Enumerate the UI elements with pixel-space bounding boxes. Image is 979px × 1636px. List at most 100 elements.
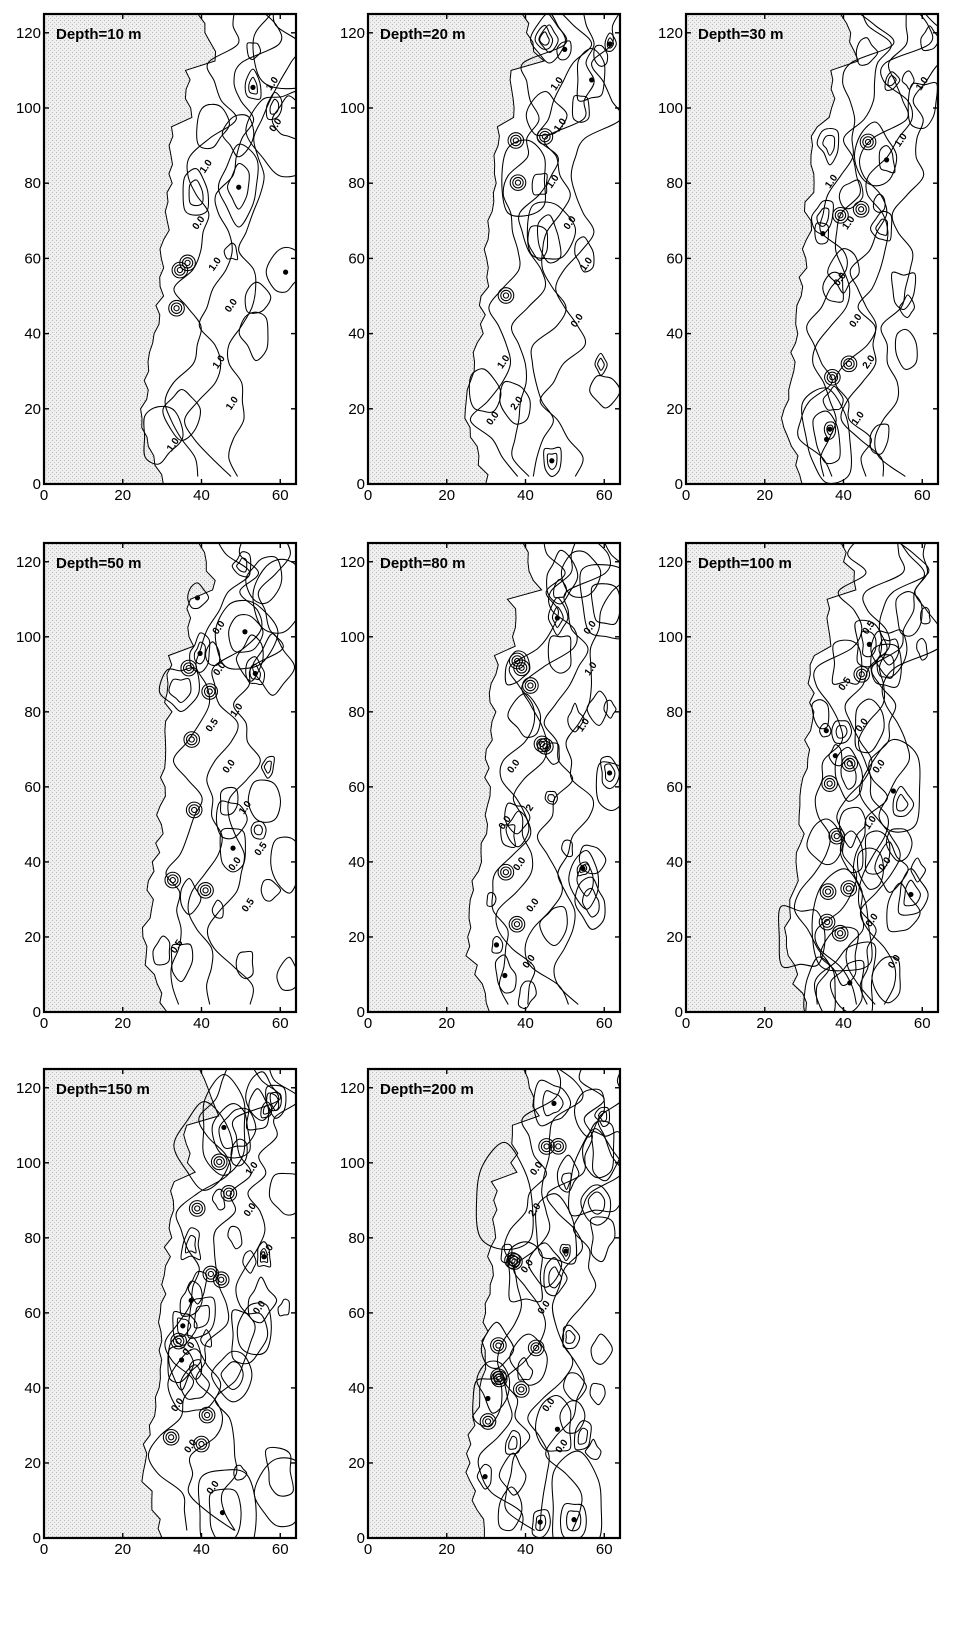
contour-ring [203, 1411, 211, 1419]
contour-ring [168, 299, 185, 317]
contour-ring [215, 800, 248, 840]
x-tick-label: 40 [517, 1541, 534, 1558]
contour-ring [543, 1257, 568, 1297]
contour-ring [536, 128, 554, 145]
contour-ring [533, 1079, 572, 1127]
contour-ring [164, 871, 182, 889]
contour-line [187, 543, 263, 1005]
contour-ring [541, 133, 549, 140]
contour-ring [573, 1420, 592, 1451]
y-tick-label: 80 [348, 1230, 365, 1247]
contour-ring [871, 956, 901, 1004]
contour-ring [235, 950, 254, 980]
y-tick-label: 120 [658, 554, 683, 571]
contour-ring [544, 742, 560, 765]
contour-ring [856, 668, 868, 681]
contour-ring [219, 827, 246, 873]
contour-ring [188, 1359, 203, 1380]
contour-ring [182, 168, 210, 216]
contour-ring [269, 1091, 282, 1112]
contour-peak [607, 770, 613, 776]
panel-title: Depth=20 m [380, 26, 465, 43]
y-tick-label: 60 [348, 1305, 365, 1322]
y-tick-label: 100 [340, 100, 365, 117]
x-tick-label: 0 [40, 487, 48, 504]
contour-line [812, 14, 892, 477]
contour-peak [908, 891, 914, 898]
axis-ticks: 0 20 40 60 0 20 40 60 80 100 120 [16, 543, 296, 1032]
contour-ring [853, 665, 871, 683]
y-tick-label: 20 [24, 1455, 41, 1472]
contour-peak [230, 845, 236, 851]
contour-ring [269, 98, 280, 115]
contour-ring [547, 794, 556, 803]
contour-ring [247, 1276, 278, 1324]
contour-ring [246, 42, 262, 61]
contour-ring [854, 698, 885, 754]
contour-ring [574, 236, 595, 273]
contour-ring [833, 833, 840, 840]
contour-ring [197, 1469, 257, 1538]
contour-ring [167, 1345, 195, 1384]
contour-peak [221, 1124, 227, 1131]
contour-peak [607, 41, 613, 47]
contour-ring [842, 882, 855, 895]
contour-ring [191, 1202, 203, 1215]
x-tick-label: 20 [438, 1015, 455, 1032]
contour-ring [201, 1409, 213, 1421]
contour-ring [858, 206, 865, 213]
y-tick-label: 120 [16, 25, 41, 42]
contour-ring [811, 868, 873, 972]
contour-ring [212, 1271, 230, 1289]
y-tick-label: 40 [348, 326, 365, 343]
contour-ring [819, 722, 832, 738]
contour-peak [261, 1254, 267, 1260]
contour-ring [831, 720, 853, 745]
contour-ring [508, 915, 526, 933]
contour-ring [188, 179, 204, 207]
contour-ring [822, 885, 834, 898]
contour-ring [576, 863, 594, 897]
contour-ring [526, 201, 577, 260]
contour-ring [256, 1241, 272, 1268]
contour-peak [883, 157, 890, 163]
x-tick-label: 0 [40, 1541, 48, 1558]
contour-ring [899, 294, 915, 318]
contour-ring [170, 302, 183, 314]
contour-ring [829, 959, 865, 1012]
contour-ring [277, 1298, 290, 1317]
contour-peak [827, 426, 833, 432]
contour-ring [529, 14, 566, 64]
contour-ring [559, 1502, 587, 1538]
contour-ring [559, 1243, 571, 1262]
contour-ring [198, 1440, 205, 1448]
contour-ring [828, 827, 846, 845]
contour-ring [184, 259, 191, 267]
contour-ring [577, 1427, 589, 1445]
contour-peak [250, 84, 256, 90]
x-tick-label: 0 [364, 1541, 372, 1558]
contour-ring [165, 1431, 177, 1444]
contour-line [469, 14, 568, 477]
contour-ring [853, 121, 898, 187]
land-shading [368, 14, 545, 484]
contour-ring [511, 1258, 518, 1265]
contour-ring [838, 179, 864, 210]
contour-ring [221, 114, 255, 158]
x-tick-label: 40 [517, 487, 534, 504]
contour-panel: 1.00.01.01.01.00.01.00.01.00 20 40 60020406… [16, 12, 298, 504]
contour-ring [497, 1486, 523, 1532]
axis-ticks: 0 20 40 60 0 20 40 60 80 100 120 [340, 1069, 620, 1558]
contour-ring [916, 637, 928, 661]
contour-ring [540, 1140, 553, 1153]
contour-ring [176, 1317, 192, 1338]
axis-ticks: 0 20 40 60 0 20 40 60 80 100 120 [658, 543, 938, 1032]
contour-ring [599, 755, 620, 790]
x-tick-label: 20 [756, 487, 773, 504]
contour-ring [533, 735, 551, 753]
contour-peak [589, 77, 595, 83]
contour-ring [604, 32, 617, 52]
contour-ring [844, 757, 856, 770]
contour-ring [505, 810, 530, 848]
